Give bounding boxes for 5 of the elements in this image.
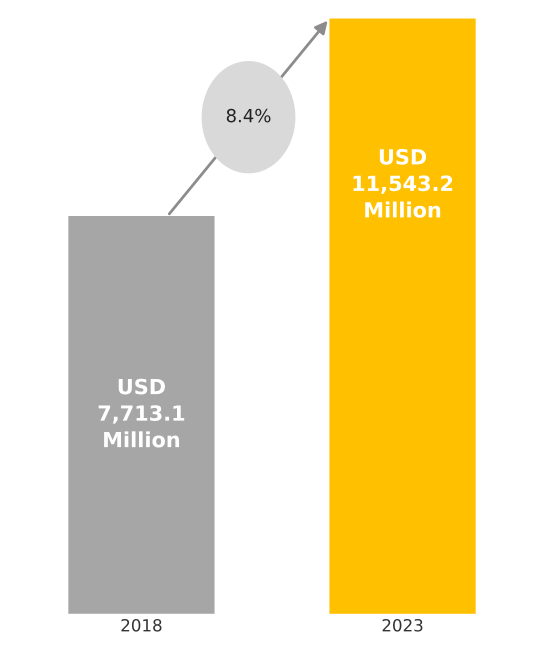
annotation: 8.4% [226,108,270,122]
x-tick-label: 2018 [121,618,162,632]
data-label: USD 7,713.1 Million [98,378,184,448]
data-label: USD 11,543.2 Million [354,148,452,218]
x-tick-label: 2023 [382,618,422,632]
